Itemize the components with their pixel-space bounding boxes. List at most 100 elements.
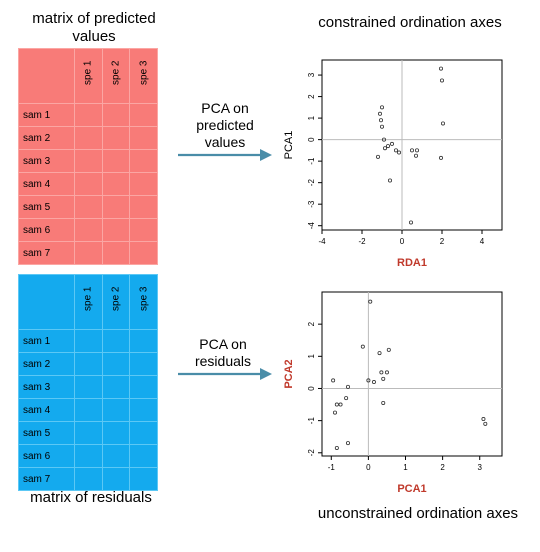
- matrix-cell: [129, 195, 158, 219]
- y-tick-label: -2: [307, 449, 316, 457]
- matrix-cell: [101, 421, 131, 445]
- data-point: [344, 396, 349, 401]
- matrix-cell: [74, 218, 103, 242]
- matrix-row: sam 3: [17, 149, 158, 173]
- y-tick-label: 3: [307, 72, 316, 77]
- column-header-label: spe 2: [110, 286, 122, 311]
- bottom-plot-title: unconstrained ordination axes: [317, 505, 519, 522]
- data-point: [481, 417, 486, 422]
- row-label: sam 1: [17, 103, 76, 127]
- row-label: sam 5: [17, 421, 76, 445]
- data-point: [345, 384, 350, 389]
- data-point: [397, 150, 402, 155]
- column-header-label: spe 1: [82, 60, 94, 85]
- matrix-cell: [74, 398, 103, 422]
- matrix-cell: [101, 375, 131, 399]
- top-plot-title: constrained ordination axes: [318, 14, 502, 31]
- data-point: [371, 380, 376, 385]
- y-tick-label: 0: [307, 137, 316, 142]
- matrix-cell: [74, 172, 103, 196]
- data-point: [345, 441, 350, 446]
- top-arrow: [178, 149, 272, 161]
- matrix-cell: [129, 329, 158, 353]
- matrix-cell: [129, 375, 158, 399]
- data-point: [386, 347, 391, 352]
- matrix-cell: [129, 149, 158, 173]
- matrix-cell: [129, 467, 158, 491]
- data-point: [379, 370, 384, 375]
- matrix-cell: [101, 103, 131, 127]
- data-point: [409, 148, 414, 153]
- x-tick-label: 2: [440, 463, 445, 472]
- row-label: sam 1: [17, 329, 76, 353]
- matrix-cell: [74, 352, 103, 376]
- y-tick-label: -3: [307, 200, 316, 208]
- y-tick-label: 2: [307, 94, 316, 99]
- data-point: [390, 141, 395, 146]
- data-point: [338, 402, 343, 407]
- x-tick-label: 0: [366, 463, 371, 472]
- matrix-cell: [101, 329, 131, 353]
- x-axis-label: RDA1: [397, 257, 427, 269]
- matrix-cell: [101, 218, 131, 242]
- matrix-cell: [74, 195, 103, 219]
- matrix-cell: [74, 329, 103, 353]
- data-point: [386, 144, 391, 149]
- matrix-cell: [101, 467, 131, 491]
- x-tick-label: 3: [478, 463, 483, 472]
- matrix-cell: [129, 398, 158, 422]
- y-tick-label: -1: [307, 157, 316, 165]
- data-point: [334, 402, 339, 407]
- data-point: [382, 137, 387, 142]
- data-point: [383, 146, 388, 151]
- matrix-cell: [74, 241, 103, 265]
- data-point: [413, 153, 418, 158]
- bottom-arrow-label: PCA on residuals: [194, 336, 252, 369]
- bottom-matrix-title: matrix of residuals: [30, 489, 152, 506]
- row-label: sam 3: [17, 375, 76, 399]
- column-header: spe 1: [74, 48, 103, 104]
- y-axis-label: PCA1: [283, 131, 295, 160]
- matrix-row: sam 7: [17, 241, 158, 265]
- matrix-cell: [129, 444, 158, 468]
- x-tick-label: 4: [480, 237, 485, 246]
- matrix-cell: [101, 149, 131, 173]
- column-header: spe 2: [101, 274, 131, 330]
- data-point: [438, 66, 443, 71]
- matrix-row: sam 6: [17, 444, 158, 468]
- matrix-row: sam 6: [17, 218, 158, 242]
- y-tick-label: -1: [307, 417, 316, 425]
- matrix-row: sam 4: [17, 172, 158, 196]
- matrix-cell: [129, 103, 158, 127]
- matrix-cell: [129, 218, 158, 242]
- column-header: spe 3: [129, 48, 158, 104]
- matrix-corner-cell: [17, 48, 76, 104]
- data-point: [381, 376, 386, 381]
- x-tick-label: -4: [318, 237, 326, 246]
- data-point: [380, 124, 385, 129]
- plot-frame: [321, 59, 503, 231]
- y-tick-label: 1: [307, 115, 316, 120]
- column-header: spe 1: [74, 274, 103, 330]
- data-point: [379, 118, 384, 123]
- data-point: [438, 155, 443, 160]
- matrix-cell: [101, 195, 131, 219]
- column-header-label: spe 3: [138, 60, 150, 85]
- matrix-row: sam 4: [17, 398, 158, 422]
- matrix-cell: [129, 126, 158, 150]
- y-tick-label: -4: [307, 222, 316, 230]
- matrix-row: sam 1: [17, 329, 158, 353]
- x-axis-label: PCA1: [397, 483, 426, 495]
- row-label: sam 7: [17, 241, 76, 265]
- matrix-cell: [74, 467, 103, 491]
- x-tick-label: 2: [440, 237, 445, 246]
- data-point: [331, 378, 336, 383]
- column-header: spe 3: [129, 274, 158, 330]
- matrix-row: sam 5: [17, 421, 158, 445]
- data-point: [368, 299, 373, 304]
- data-point: [332, 410, 337, 415]
- matrix-cell: [101, 126, 131, 150]
- data-point: [394, 148, 399, 153]
- data-point: [483, 421, 488, 426]
- constrained-ordination-scatter: -4 -2 0 2 4 -4 -3 -2 -1 0 1 2 3 RDA1 PCA1: [283, 59, 503, 269]
